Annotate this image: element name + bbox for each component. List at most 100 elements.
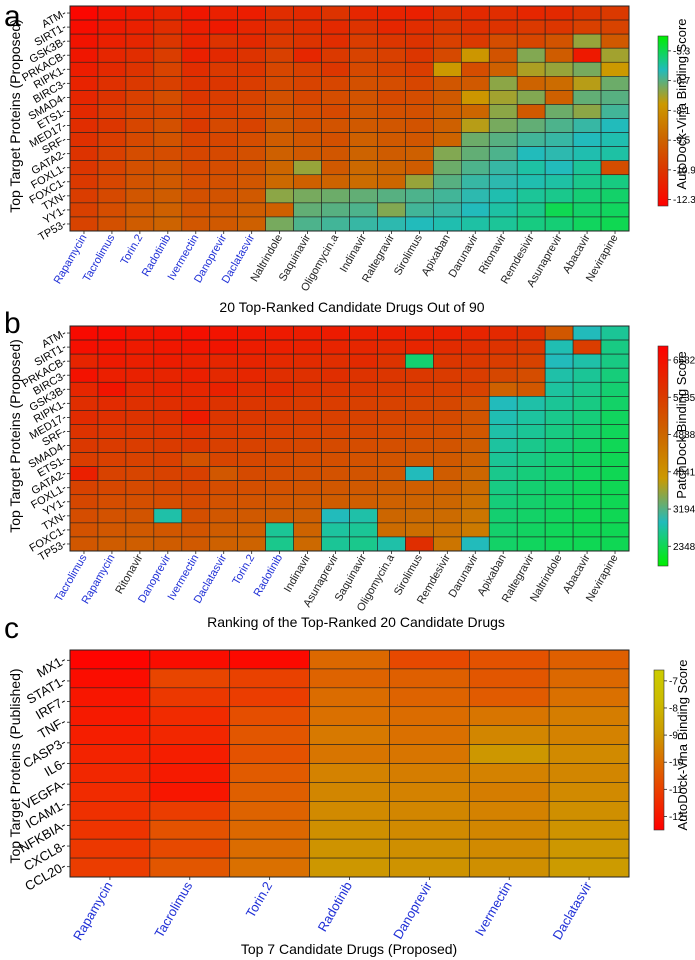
heatmap-cell-b-8-6 [237, 438, 266, 453]
heatmap-cell-a-9-17 [544, 132, 574, 147]
heatmap-cell-b-1-2 [125, 339, 155, 355]
heatmap-cell-c-0-0 [69, 649, 151, 670]
heatmap-cell-c-11-4 [389, 857, 470, 878]
heatmap-cell-a-15-5 [209, 216, 239, 232]
heatmap-cell-c-10-3 [309, 838, 390, 859]
heatmap-cell-a-13-5 [209, 188, 239, 204]
heatmap-cell-a-5-7 [265, 76, 294, 91]
heatmap-cell-c-0-6 [548, 649, 630, 670]
heatmap-cell-a-8-7 [265, 118, 294, 133]
heatmap-cell-a-1-7 [265, 19, 294, 35]
heatmap-cell-a-4-15 [488, 61, 518, 77]
heatmap-cell-a-1-8 [293, 19, 322, 35]
heatmap-cell-a-4-2 [125, 61, 155, 77]
heatmap-cell-b-4-9 [321, 381, 350, 397]
heatmap-cell-b-4-16 [516, 381, 546, 397]
heatmap-cell-b-9-11 [377, 452, 406, 467]
heatmap-cell-a-1-10 [349, 19, 378, 35]
colorbar-tick-label-c: -12 [669, 812, 684, 823]
heatmap-cell-a-9-2 [125, 132, 155, 147]
heatmap-cell-a-14-2 [125, 202, 155, 218]
heatmap-cell-a-13-14 [460, 188, 490, 204]
heatmap-cell-b-3-8 [293, 367, 322, 383]
heatmap-cell-b-13-19 [600, 508, 630, 524]
heatmap-cell-b-15-3 [153, 536, 183, 552]
heatmap-cell-b-11-10 [349, 480, 378, 496]
heatmap-cell-b-1-13 [433, 339, 462, 355]
heatmap-cell-b-4-11 [377, 381, 406, 397]
heatmap-cell-b-10-3 [153, 466, 183, 481]
panel-b-xlabel: Ranking of the Top-Ranked 20 Candidate D… [207, 614, 505, 630]
heatmap-cell-a-14-3 [153, 202, 183, 218]
heatmap-cell-b-5-17 [544, 396, 574, 411]
heatmap-cell-a-8-1 [97, 118, 127, 133]
heatmap-cell-a-9-6 [237, 132, 266, 147]
heatmap-cell-b-12-17 [544, 494, 574, 510]
heatmap-cell-b-11-11 [377, 480, 406, 496]
heatmap-cell-b-0-1 [97, 325, 127, 341]
heatmap-cell-b-8-17 [544, 438, 574, 453]
heatmap-cell-a-15-1 [97, 216, 127, 232]
heatmap-cell-b-7-15 [488, 424, 518, 439]
heatmap-cell-c-9-5 [468, 819, 550, 840]
heatmap-cell-a-7-7 [265, 104, 294, 119]
heatmap-cell-a-11-7 [265, 160, 294, 176]
heatmap-cell-b-1-10 [349, 339, 378, 355]
heatmap-cell-b-1-11 [377, 339, 406, 355]
heatmap-cell-b-1-18 [572, 339, 602, 355]
heatmap-cell-b-8-4 [181, 438, 211, 453]
heatmap-cell-a-7-19 [600, 104, 630, 119]
heatmap-cell-a-5-13 [433, 76, 462, 91]
heatmap-cell-c-0-3 [309, 649, 390, 670]
colorbar-tick-label-c: -7 [669, 676, 678, 687]
heatmap-cell-b-7-16 [516, 424, 546, 439]
heatmap-cell-b-13-18 [572, 508, 602, 524]
heatmap-cell-b-8-1 [97, 438, 127, 453]
heatmap-cell-a-6-15 [488, 90, 518, 105]
col-label-c: Tacrolimus [151, 879, 195, 941]
heatmap-cell-c-8-6 [548, 801, 630, 821]
heatmap-cell-b-9-15 [488, 452, 518, 467]
heatmap-cell-a-0-16 [516, 5, 546, 21]
heatmap-cell-a-6-1 [97, 90, 127, 105]
heatmap-cell-b-7-10 [349, 424, 378, 439]
heatmap-cell-a-9-3 [153, 132, 183, 147]
heatmap-cell-b-12-16 [516, 494, 546, 510]
heatmap-cell-b-9-0 [69, 452, 99, 467]
heatmap-cell-a-12-0 [69, 174, 99, 190]
heatmap-cell-a-2-17 [544, 33, 574, 49]
heatmap-cell-a-4-18 [572, 61, 602, 77]
heatmap-cell-a-8-11 [377, 118, 406, 133]
heatmap-cell-b-3-3 [153, 367, 183, 383]
heatmap-cell-b-5-3 [153, 396, 183, 411]
heatmap-cell-a-10-19 [600, 146, 630, 161]
heatmap-cell-b-6-9 [321, 410, 350, 425]
heatmap-cell-b-3-10 [349, 367, 378, 383]
heatmap-cell-c-0-4 [389, 649, 470, 670]
heatmap-panel-b: ATM-SIRT1-PRKACB-BIRC3-GSK3B-RIPK1-MED17… [20, 325, 695, 614]
heatmap-cell-b-2-15 [488, 353, 518, 369]
heatmap-cell-b-6-7 [265, 410, 294, 425]
heatmap-cell-b-8-7 [265, 438, 294, 453]
heatmap-cell-c-1-0 [69, 668, 151, 689]
heatmap-cell-b-13-15 [488, 508, 518, 524]
heatmap-cell-b-3-12 [405, 367, 434, 383]
heatmap-cell-b-4-5 [209, 381, 239, 397]
heatmap-cell-a-9-13 [433, 132, 462, 147]
heatmap-cell-b-0-18 [572, 325, 602, 341]
heatmap-cell-b-8-8 [293, 438, 322, 453]
heatmap-cell-b-13-3 [153, 508, 183, 524]
heatmap-cell-a-14-4 [181, 202, 211, 218]
heatmap-cell-c-6-3 [309, 763, 390, 783]
colorbar-tick-label-a: -9.5 [673, 136, 691, 147]
heatmap-cell-c-1-6 [548, 668, 630, 689]
heatmap-cell-a-4-11 [377, 61, 406, 77]
heatmap-cell-c-10-2 [229, 838, 310, 859]
heatmap-cell-a-12-4 [181, 174, 211, 190]
heatmap-cell-b-13-17 [544, 508, 574, 524]
heatmap-cell-c-3-3 [309, 706, 390, 726]
heatmap-cell-b-0-5 [209, 325, 239, 341]
heatmap-cell-a-5-4 [181, 76, 211, 91]
heatmap-cell-b-13-7 [265, 508, 294, 524]
